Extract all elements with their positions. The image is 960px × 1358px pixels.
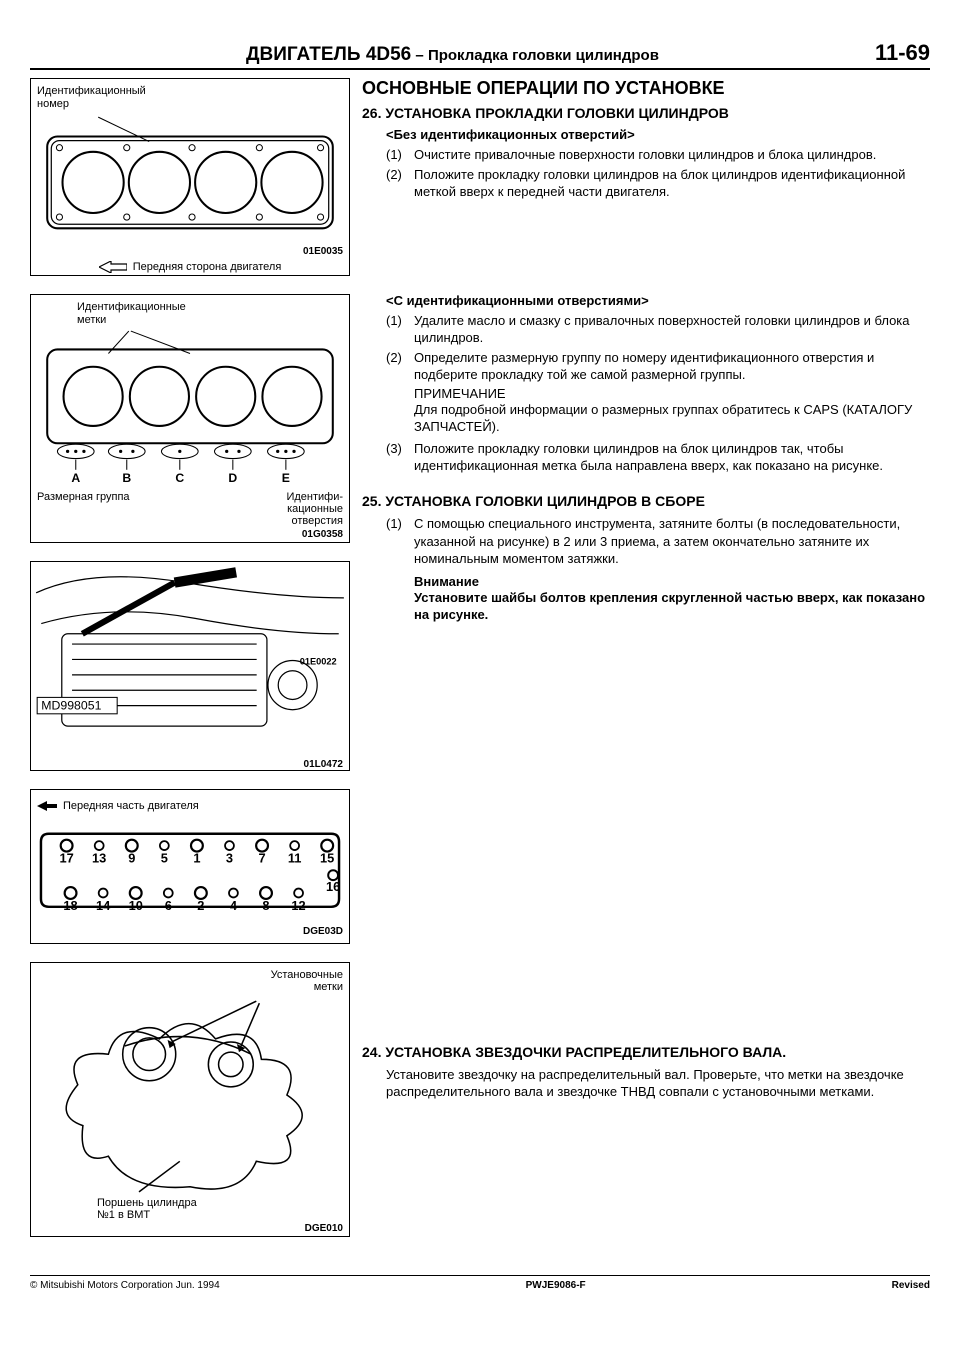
s26-title: 26. УСТАНОВКА ПРОКЛАДКИ ГОЛОВКИ ЦИЛИНДРО… <box>362 105 930 121</box>
s25-i1: С помощью специального инструмента, затя… <box>414 515 930 568</box>
fig1-front-text: Передняя сторона двигателя <box>133 261 282 273</box>
s26-note-label: ПРИМЕЧАНИЕ <box>414 386 930 401</box>
svg-text:16: 16 <box>326 879 340 894</box>
svg-text:14: 14 <box>96 897 111 912</box>
svg-text:E: E <box>282 471 290 485</box>
s26-j2: Определите размерную группу по номеру ид… <box>414 349 930 384</box>
header-subtitle: Прокладка головки цилиндров <box>428 47 659 64</box>
attention-body: Установите шайбы болтов крепления скругл… <box>414 589 930 624</box>
footer-mid: PWJE9086-F <box>526 1280 586 1291</box>
svg-text:3: 3 <box>226 850 233 865</box>
s26-j2n: (2) <box>386 349 414 384</box>
fig2-bottom-left: Размерная группа <box>37 491 130 527</box>
attention-label: Внимание <box>414 574 930 589</box>
s26-note: Для подробной информации о размерных гру… <box>414 401 930 436</box>
page-number: 11-69 <box>875 40 930 66</box>
fig1-label: Идентификационный номер <box>37 85 343 111</box>
s26-i1n: (1) <box>386 146 414 164</box>
engine-tool-diagram-icon: MD998051 01E0022 <box>31 562 349 757</box>
header-dash: – <box>411 47 428 64</box>
fig2-label: Идентификационные метки <box>77 301 343 327</box>
fig4-label-bot: Поршень цилиндра №1 в ВМТ <box>97 1197 343 1221</box>
gasket-holes-diagram-icon: A B C D E <box>37 327 343 490</box>
s26-h2: <С идентификационными отверстиями> <box>386 293 930 308</box>
svg-text:D: D <box>228 471 237 485</box>
engine-name: ДВИГАТЕЛЬ 4D56 <box>246 44 411 65</box>
svg-text:8: 8 <box>262 897 269 912</box>
front-part-label: Передняя часть двигателя <box>37 800 343 812</box>
s25-title: 25. УСТАНОВКА ГОЛОВКИ ЦИЛИНДРОВ В СБОРЕ <box>362 493 930 509</box>
fig2-bottom-right: Идентифи- кационные отверстия <box>286 491 343 527</box>
arrow-left-solid-icon <box>37 801 57 811</box>
figure-gasket-id-number: Идентификационный номер 01E0035 Передняя… <box>30 78 350 276</box>
svg-text:5: 5 <box>161 850 168 865</box>
bolt-sequence-diagram-icon: 171395137111516 181410624812 <box>37 816 343 925</box>
svg-text:A: A <box>71 471 80 485</box>
fig3-front-text: Передняя часть двигателя <box>63 800 199 812</box>
s26-i2n: (2) <box>386 166 414 201</box>
svg-text:18: 18 <box>63 897 77 912</box>
svg-text:7: 7 <box>258 850 265 865</box>
s26-i1: Очистите привалочные поверхности головки… <box>414 146 930 164</box>
svg-text:13: 13 <box>92 850 106 865</box>
svg-text:10: 10 <box>129 897 143 912</box>
sprocket-diagram-icon <box>37 993 343 1197</box>
figure-sprocket-timing: Установочные метки Поршень цилиндра №1 в… <box>30 962 350 1237</box>
page-footer: © Mitsubishi Motors Corporation Jun. 199… <box>30 1275 930 1291</box>
svg-text:6: 6 <box>165 897 172 912</box>
s24-title: 24. УСТАНОВКА ЗВЕЗДОЧКИ РАСПРЕДЕЛИТЕЛЬНО… <box>362 1044 930 1060</box>
svg-text:2: 2 <box>197 897 204 912</box>
figure-bolt-sequence: Передняя часть двигателя 171395137111516… <box>30 789 350 945</box>
page-header: ДВИГАТЕЛЬ 4D56 – Прокладка головки цилин… <box>30 40 930 70</box>
fig3-code3: DGE03D <box>37 926 343 937</box>
svg-text:12: 12 <box>291 897 305 912</box>
s26-j3n: (3) <box>386 440 414 475</box>
s25-i1n: (1) <box>386 515 414 568</box>
s26-h1: <Без идентификационных отверстий> <box>386 127 930 142</box>
fig3-code2: 01L0472 <box>31 759 349 770</box>
svg-text:4: 4 <box>230 897 238 912</box>
s26-j1n: (1) <box>386 312 414 347</box>
front-side-label: Передняя сторона двигателя <box>37 261 343 273</box>
svg-text:9: 9 <box>128 850 135 865</box>
s26-j1: Удалите масло и смазку с привалочных пов… <box>414 312 930 347</box>
arrow-left-icon <box>99 261 127 273</box>
svg-text:B: B <box>122 471 131 485</box>
s26-i2: Положите прокладку головки цилиндров на … <box>414 166 930 201</box>
fig4-label-top: Установочные метки <box>37 969 343 993</box>
figure-gasket-id-holes: Идентификационные метки <box>30 294 350 543</box>
fig1-code: 01E0035 <box>37 246 343 257</box>
svg-text:17: 17 <box>59 850 73 865</box>
svg-text:C: C <box>175 471 184 485</box>
figures-column: Идентификационный номер 01E0035 Передняя… <box>30 78 350 1255</box>
header-title: ДВИГАТЕЛЬ 4D56 – Прокладка головки цилин… <box>30 44 875 66</box>
footer-right: Revised <box>892 1280 930 1291</box>
gasket-diagram-icon <box>37 111 343 244</box>
fig2-code: 01G0358 <box>37 529 343 540</box>
main-heading: ОСНОВНЫЕ ОПЕРАЦИИ ПО УСТАНОВКЕ <box>362 78 930 99</box>
s24-body: Установите звездочку на распределительны… <box>386 1066 930 1101</box>
figure-engine-tool: MD998051 01E0022 01L0472 <box>30 561 350 771</box>
svg-text:1: 1 <box>193 850 200 865</box>
text-column: ОСНОВНЫЕ ОПЕРАЦИИ ПО УСТАНОВКЕ 26. УСТАН… <box>362 78 930 1255</box>
fig4-code: DGE010 <box>37 1223 343 1234</box>
svg-text:15: 15 <box>320 850 334 865</box>
fig3-code1: 01E0022 <box>300 656 337 666</box>
footer-left: © Mitsubishi Motors Corporation Jun. 199… <box>30 1280 220 1291</box>
svg-text:11: 11 <box>288 850 302 865</box>
tool-number: MD998051 <box>41 699 101 713</box>
s26-j3: Положите прокладку головки цилиндров на … <box>414 440 930 475</box>
